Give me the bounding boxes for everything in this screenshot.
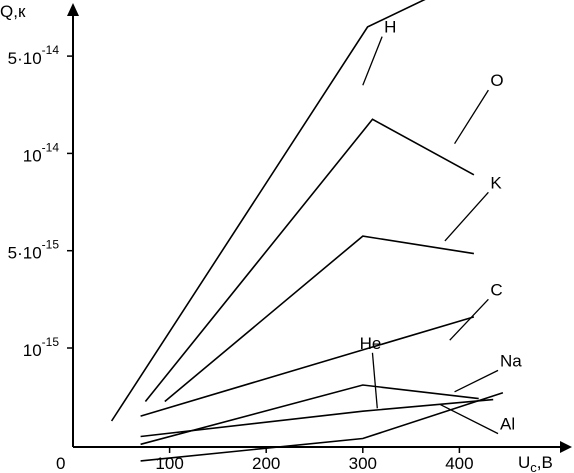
x-tick-label: 200 [252,454,280,473]
x-axis-label-unit: ,B [537,453,553,472]
annotation-layer: H O K C Na He Al [360,18,522,435]
series-line-na [140,384,479,446]
axes [67,3,572,453]
series-layer [110,0,504,462]
leader-line-al [439,403,499,435]
origin-label: 0 [56,454,65,473]
y-tick-label: 10-15 [23,335,60,360]
x-ticks: 100 200 300 400 [155,447,474,473]
x-axis-label-main: U [518,453,530,472]
leader-line-he [371,352,378,409]
series-line-o [144,118,475,403]
series-label-c: C [490,280,502,299]
y-tick-label: 5·10-15 [8,238,60,263]
series-label-he: He [360,334,382,353]
leader-line-o [454,89,489,145]
series-label-k: K [490,173,502,192]
y-ticks: 10-15 5·10-15 10-14 5·10-14 [8,43,73,360]
x-axis-arrow [560,441,572,453]
series-line-k [164,235,475,403]
series-line-c [140,316,475,417]
series-line-he [140,398,494,438]
series-label-o: O [490,71,503,90]
leader-line-c [449,298,489,341]
x-tick-label: 300 [349,454,377,473]
leader-line-k [444,191,489,242]
y-tick-label: 5·10-14 [8,43,60,68]
leader-line-na [454,369,499,393]
series-label-h: H [384,18,396,37]
x-axis-label-sub: c [530,460,537,473]
x-tick-label: 400 [445,454,473,473]
leader-line-h [362,36,383,86]
y-axis-label: Q,к [0,2,26,21]
series-label-al: Al [500,415,515,434]
y-axis-arrow [67,3,79,16]
series-line-al [140,392,504,462]
series-label-na: Na [500,351,522,370]
series-line-h [110,0,426,422]
x-axis-label: Uc,B [518,453,553,473]
y-tick-label: 10-14 [23,140,60,165]
